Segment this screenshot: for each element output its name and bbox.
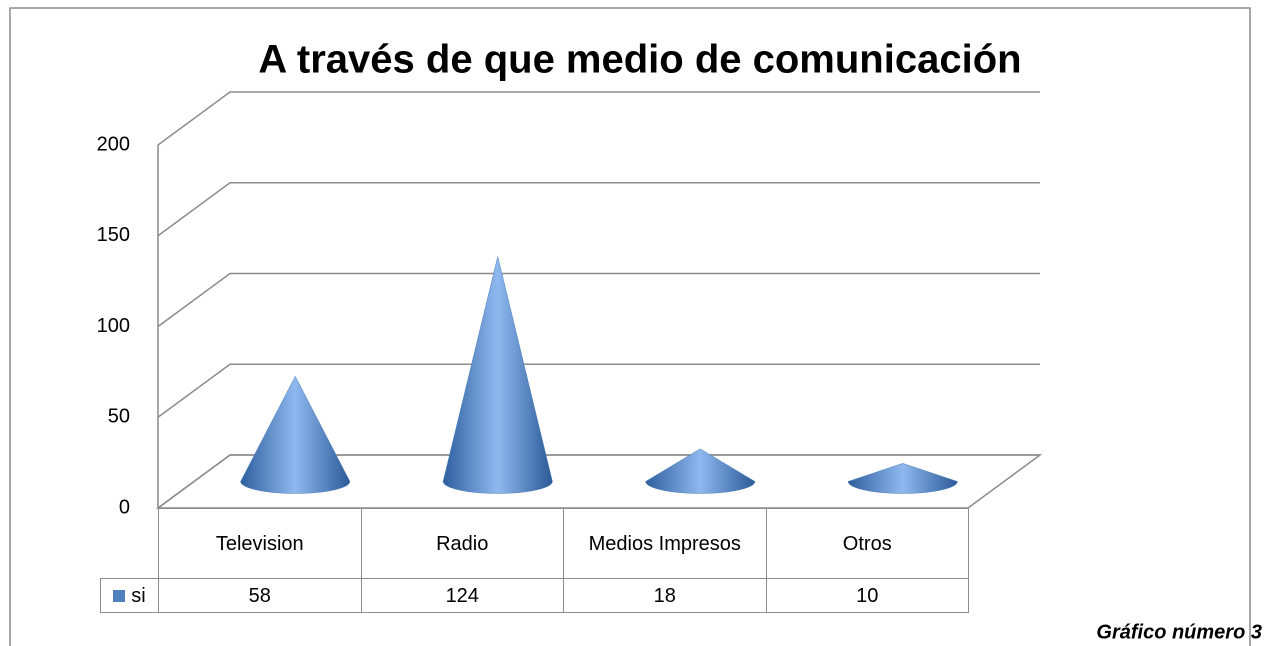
cone [645,448,756,494]
grid-line [157,182,1040,237]
legend-label: si [131,584,146,607]
chart-frame [9,7,1251,646]
y-tick-label: 100 [97,315,130,337]
grid-line [157,454,1040,509]
chart-title: A través de que medio de comunicación [258,38,1021,82]
legend-cell: si [100,578,159,613]
y-tick-label: 150 [97,224,130,246]
y-tick-label: 200 [97,133,130,155]
caption: Gráfico número 3 [1096,621,1262,643]
legend-swatch [113,589,126,602]
value-cell: 18 [563,578,767,613]
category-cell: Television [158,508,362,579]
category-cell: Otros [765,508,969,579]
cone [240,375,351,494]
cone [847,463,958,494]
grid-line [157,91,1040,146]
y-tick-label: 0 [119,496,130,518]
value-cell: 10 [765,578,969,613]
cone [442,256,553,494]
grid-line [157,363,1040,418]
grid-line [157,272,1040,328]
category-cell: Radio [360,508,564,579]
category-cell: Medios Impresos [563,508,767,579]
y-tick-label: 50 [108,406,130,428]
value-cell: 124 [360,578,564,613]
value-cell: 58 [158,578,362,613]
